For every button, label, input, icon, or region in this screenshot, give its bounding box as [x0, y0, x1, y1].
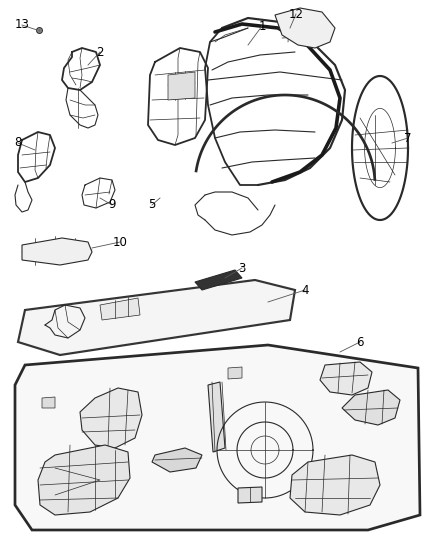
Polygon shape: [208, 382, 225, 452]
Text: 4: 4: [301, 284, 309, 296]
Polygon shape: [238, 487, 262, 503]
Text: 8: 8: [14, 136, 22, 149]
Polygon shape: [290, 455, 380, 515]
Polygon shape: [42, 397, 55, 408]
Polygon shape: [168, 72, 195, 100]
Polygon shape: [195, 270, 242, 290]
Text: 5: 5: [148, 198, 155, 212]
Text: 9: 9: [108, 198, 116, 212]
Text: 13: 13: [14, 19, 29, 31]
Polygon shape: [18, 280, 295, 355]
Polygon shape: [38, 445, 130, 515]
Polygon shape: [320, 362, 372, 395]
Polygon shape: [228, 367, 242, 379]
Polygon shape: [100, 298, 140, 320]
Polygon shape: [15, 345, 420, 530]
Polygon shape: [22, 238, 92, 265]
Text: 6: 6: [356, 335, 364, 349]
Polygon shape: [80, 388, 142, 448]
Text: 12: 12: [289, 7, 304, 20]
Text: 1: 1: [258, 20, 266, 33]
Text: 10: 10: [113, 236, 127, 248]
Polygon shape: [275, 8, 335, 48]
Text: 7: 7: [404, 132, 412, 144]
Text: 3: 3: [238, 262, 246, 274]
Polygon shape: [152, 448, 202, 472]
Polygon shape: [342, 390, 400, 425]
Text: 2: 2: [96, 45, 104, 59]
